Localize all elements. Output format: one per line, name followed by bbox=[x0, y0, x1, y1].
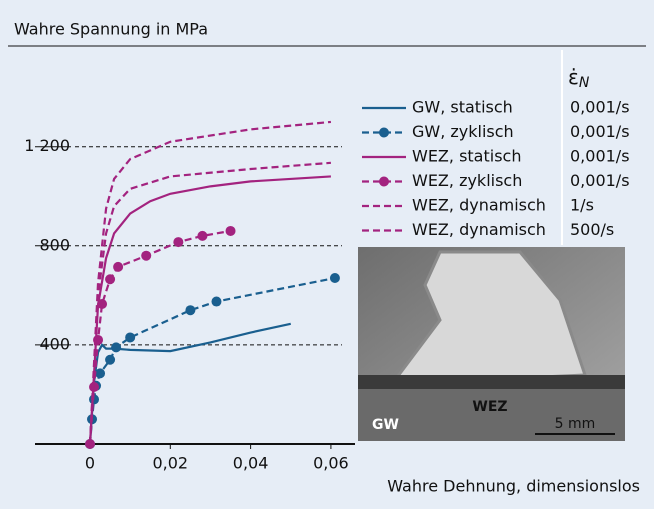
legend-marker bbox=[379, 127, 389, 138]
base bbox=[358, 389, 625, 441]
legend-header-subscript: N bbox=[579, 75, 590, 91]
legend-header-symbol: ε̇ bbox=[568, 65, 579, 89]
data-point bbox=[113, 261, 124, 272]
data-point bbox=[329, 273, 340, 284]
image-label: GW bbox=[372, 417, 399, 433]
data-point bbox=[225, 225, 236, 236]
legend-label: GW, zyklisch bbox=[412, 122, 514, 141]
data-point bbox=[141, 250, 152, 261]
legend-label: WEZ, dynamisch bbox=[412, 220, 546, 239]
x-tick-label: 0,04 bbox=[233, 454, 269, 473]
image-label: WEZ bbox=[472, 399, 507, 415]
x-tick-label: 0,06 bbox=[313, 454, 349, 473]
data-point bbox=[95, 368, 106, 379]
x-tick-label: 0,02 bbox=[152, 454, 188, 473]
x-axis-label: Wahre Dehnung, dimensionslos bbox=[387, 477, 640, 496]
legend-rate: 500/s bbox=[570, 220, 614, 239]
legend-rate: 0,001/s bbox=[570, 98, 630, 117]
data-point bbox=[105, 354, 116, 365]
data-point bbox=[125, 332, 136, 343]
legend-label: WEZ, zyklisch bbox=[412, 171, 522, 190]
data-point bbox=[105, 274, 116, 285]
legend-rate: 1/s bbox=[570, 196, 594, 215]
y-tick-label: 400 bbox=[39, 334, 70, 353]
legend-rate: 0,001/s bbox=[570, 122, 630, 141]
legend-marker bbox=[379, 176, 389, 187]
data-point bbox=[211, 296, 222, 307]
image-label: 5 mm bbox=[555, 416, 596, 432]
x-tick-label: 0 bbox=[85, 454, 95, 473]
micrograph: GW WEZ 5 mm bbox=[358, 247, 625, 441]
series-line bbox=[88, 120, 332, 445]
legend-label: WEZ, dynamisch bbox=[412, 196, 546, 215]
y-tick-label: 1 200 bbox=[24, 136, 70, 155]
chart-title: Wahre Spannung in MPa bbox=[14, 20, 208, 39]
series-line bbox=[88, 175, 331, 445]
legend-header: ε̇N bbox=[568, 65, 590, 92]
data-point bbox=[185, 305, 196, 316]
legend-rate: 0,001/s bbox=[570, 171, 630, 190]
series-line bbox=[88, 161, 331, 445]
legend-label: WEZ, statisch bbox=[412, 147, 521, 166]
seam bbox=[358, 375, 625, 389]
y-tick-label: 800 bbox=[39, 235, 70, 254]
legend-rate: 0,001/s bbox=[570, 147, 630, 166]
series-line bbox=[88, 229, 231, 445]
data-point bbox=[97, 299, 108, 310]
data-point bbox=[197, 230, 208, 241]
data-point bbox=[111, 342, 122, 353]
legend-label: GW, statisch bbox=[412, 98, 513, 117]
data-point bbox=[173, 237, 184, 248]
plot-area: 400 800 1 200 0 0,02 0,04 0,06 bbox=[24, 120, 355, 473]
